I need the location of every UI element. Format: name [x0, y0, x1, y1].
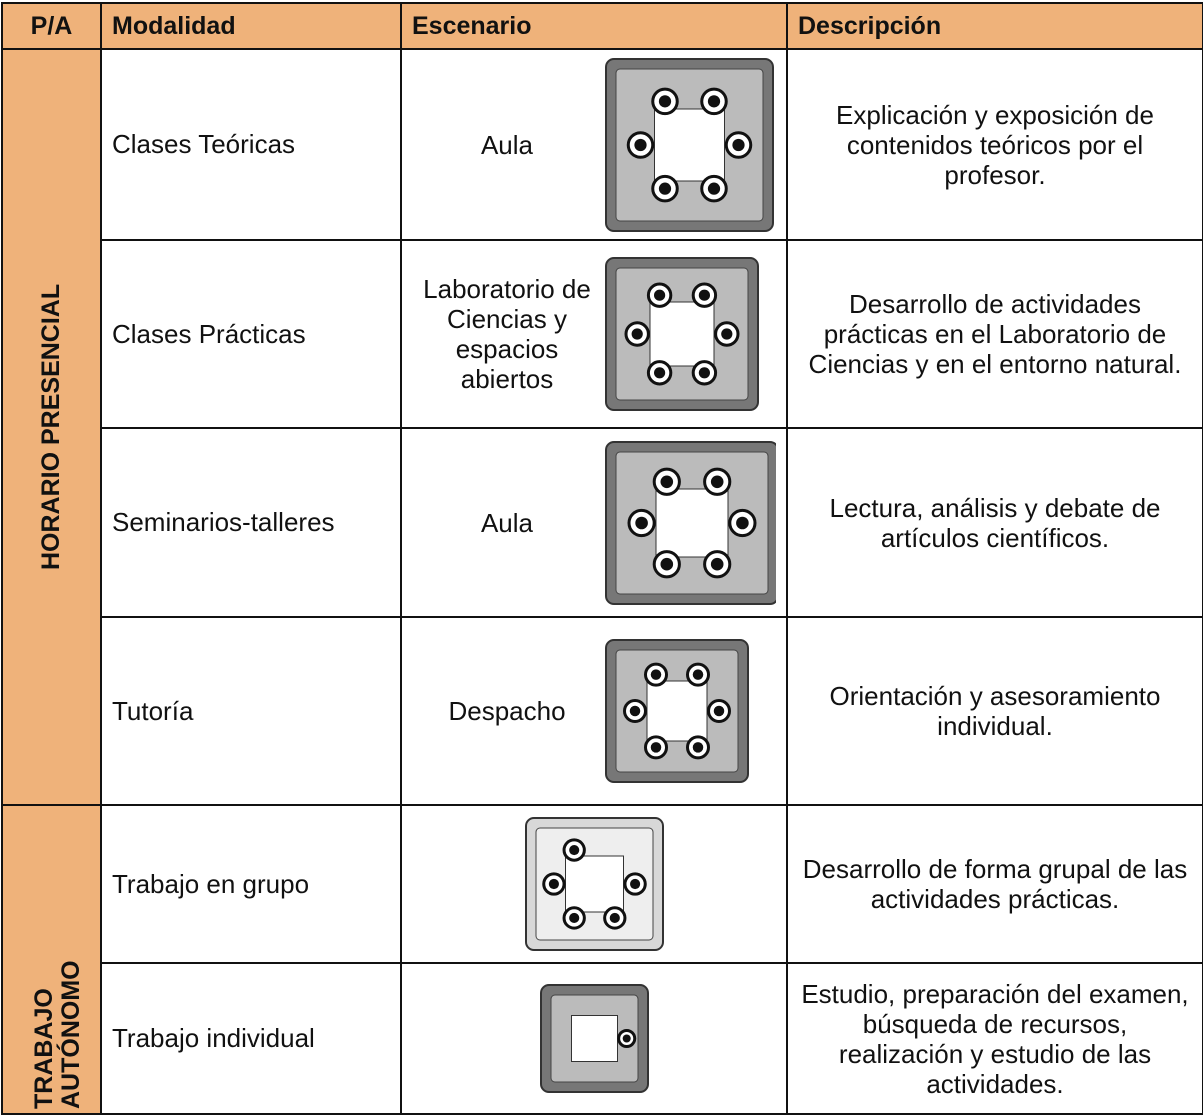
escenario-cell: Despacho	[400, 616, 788, 806]
escenario-cell	[400, 962, 788, 1115]
header-cell: P/A	[1, 2, 102, 50]
modalidad-cell: Tutoría	[100, 616, 402, 806]
group-label: HORARIO PRESENCIAL	[37, 283, 65, 571]
table-row: HORARIO PRESENCIAL Clases Teóricas Aula Ex…	[1, 48, 1203, 806]
room-illustration	[539, 984, 649, 1093]
descripcion-cell: Desarrollo de forma grupal de las activi…	[786, 804, 1203, 964]
table-row: Trabajo individual Estudio, preparación …	[2, 962, 1203, 1115]
escenario-cell: Aula	[400, 427, 788, 618]
descripcion-cell: Desarrollo de actividades prácticas en e…	[786, 239, 1203, 429]
modalidad-cell: Clases Prácticas	[100, 239, 402, 429]
modalidad-cell: Clases Teóricas	[100, 48, 402, 241]
escenario-box	[412, 814, 776, 954]
table-row: Tutoría Despacho Orientación y asesoramie…	[2, 616, 1203, 806]
escenario-box: Aula	[412, 55, 776, 235]
group-cell: TRABAJO AUTÓNOMO	[1, 804, 102, 1115]
table-row: Seminarios-talleres Aula Lectura, análisi…	[2, 427, 1203, 618]
group-label: TRABAJO AUTÓNOMO	[30, 960, 85, 1109]
escenario-box: Aula	[412, 438, 776, 608]
escenario-text: Aula	[480, 507, 534, 538]
escenario-cell: Aula	[400, 48, 788, 241]
room-illustration	[605, 639, 749, 783]
descripcion-cell: Explicación y exposición de contenidos t…	[786, 48, 1203, 241]
descripcion-cell: Estudio, preparación del examen, búsqued…	[786, 962, 1203, 1115]
escenario-box: Despacho	[412, 636, 776, 786]
room-illustration	[524, 817, 664, 951]
table-row: Clases Prácticas Laboratorio de Ciencias …	[2, 239, 1203, 429]
escenario-text: Despacho	[448, 696, 566, 726]
descripcion-cell: Lectura, análisis y debate de artículos …	[786, 427, 1203, 618]
escenario-cell	[400, 804, 788, 964]
header-cell: Modalidad	[100, 2, 402, 50]
modalidad-cell: Seminarios-talleres	[100, 427, 402, 618]
escenario-box: Laboratorio de Ciencias y espacios abier…	[412, 254, 776, 414]
modalidad-cell: Trabajo individual	[100, 962, 402, 1115]
escenario-box	[412, 981, 776, 1096]
header-row: P/A Modalidad Escenario Descripción	[1, 2, 1203, 50]
table-body: HORARIO PRESENCIAL Clases Teóricas Aula Ex…	[1, 48, 1203, 1115]
escenario-text: Aula	[480, 129, 534, 160]
header-cell: Descripción	[786, 2, 1203, 50]
descripcion-cell: Orientación y asesoramiento individual.	[786, 616, 1203, 806]
escenario-cell: Laboratorio de Ciencias y espacios abier…	[400, 239, 788, 429]
group-cell: HORARIO PRESENCIAL	[1, 48, 102, 806]
room-illustration	[605, 440, 776, 605]
room-illustration	[605, 257, 759, 411]
escenario-text: Laboratorio de Ciencias y espacios abier…	[423, 274, 591, 394]
header-cell: Escenario	[400, 2, 788, 50]
room-illustration	[605, 57, 774, 232]
modalidad-cell: Trabajo en grupo	[100, 804, 402, 964]
table-row: TRABAJO AUTÓNOMO Trabajo en grupo Desarro…	[1, 804, 1203, 1115]
